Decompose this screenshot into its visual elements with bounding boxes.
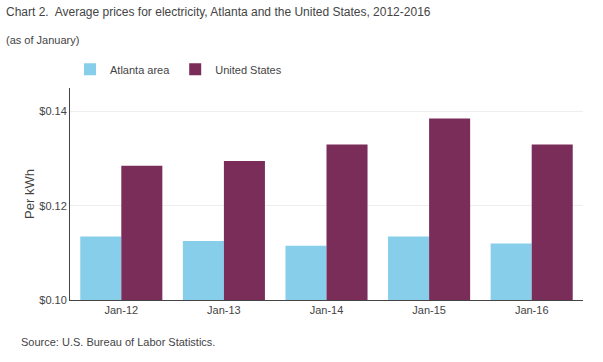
svg-text:Jan-12: Jan-12	[104, 304, 138, 316]
svg-text:$0.12: $0.12	[39, 200, 67, 212]
svg-text:Per kWh: Per kWh	[22, 169, 37, 219]
svg-text:Jan-15: Jan-15	[412, 304, 446, 316]
svg-text:$0.14: $0.14	[39, 105, 67, 117]
svg-text:(as of January): (as of January)	[6, 34, 79, 46]
svg-text:Jan-16: Jan-16	[515, 304, 549, 316]
svg-text:Jan-13: Jan-13	[207, 304, 241, 316]
svg-text:Atlanta area: Atlanta area	[110, 64, 170, 76]
svg-text:$0.10: $0.10	[39, 294, 67, 306]
svg-text:Jan-14: Jan-14	[310, 304, 344, 316]
svg-text:Source: U.S. Bureau of Labor S: Source: U.S. Bureau of Labor Statistics.	[21, 336, 215, 348]
svg-text:United States: United States	[215, 64, 282, 76]
svg-text:Chart 2. Average prices for e: Chart 2. Average prices for electricity,…	[6, 5, 431, 19]
